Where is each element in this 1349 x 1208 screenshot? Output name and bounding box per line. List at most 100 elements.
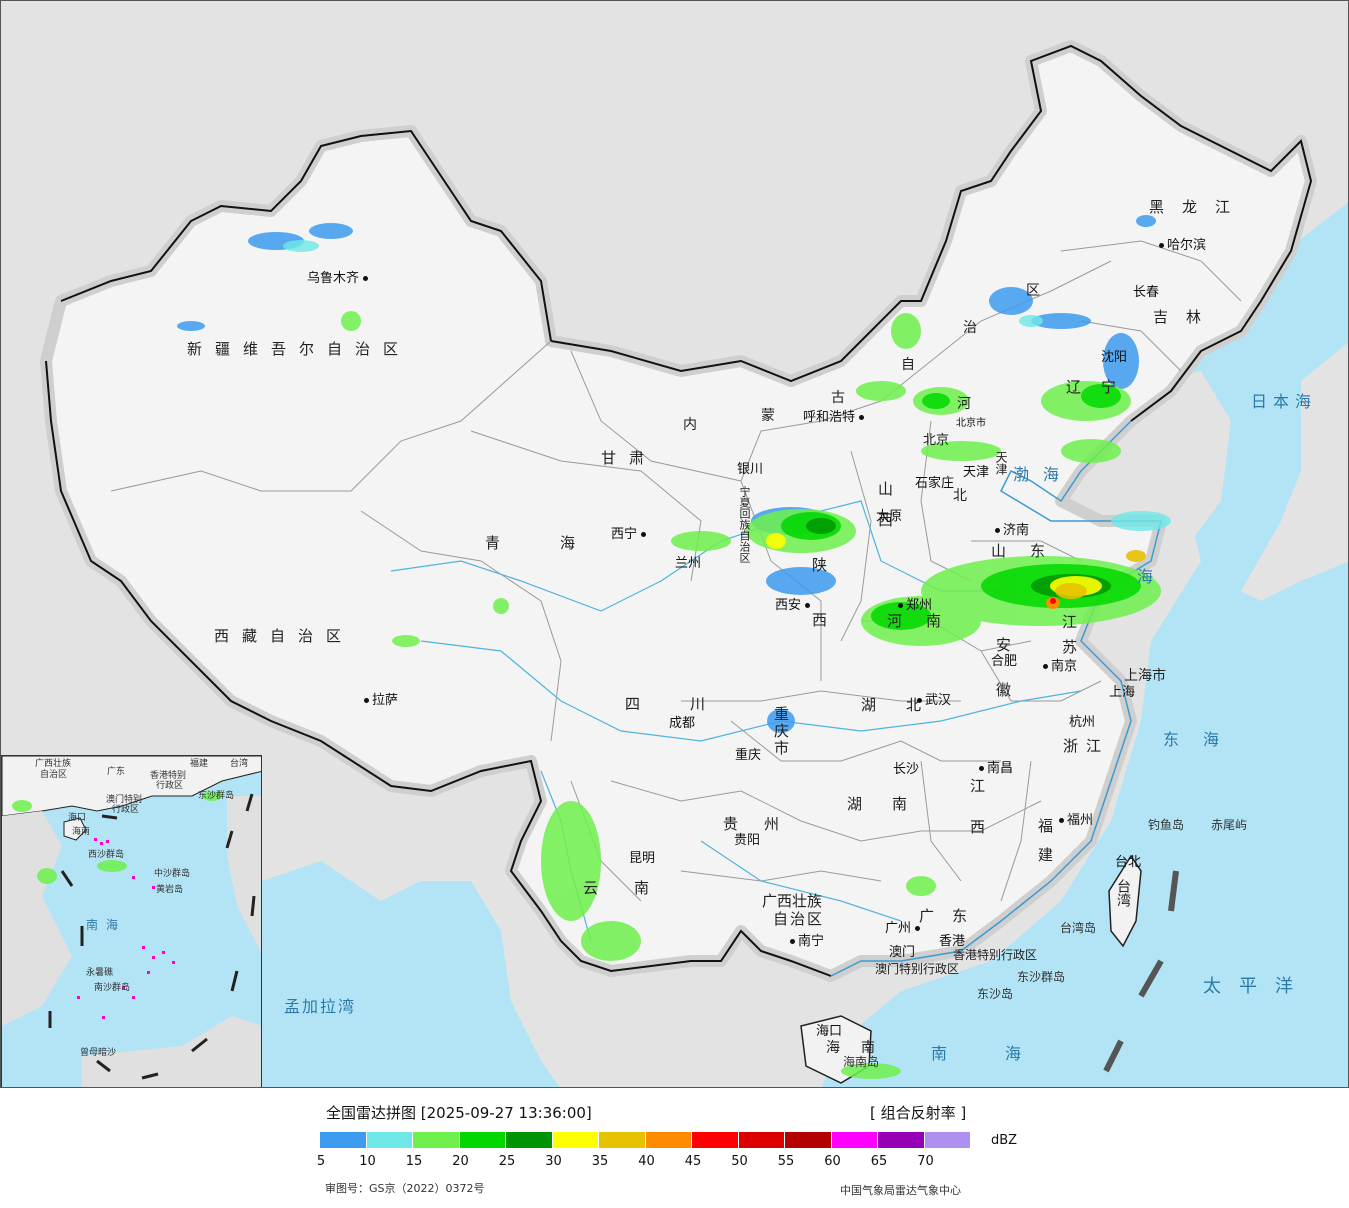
city-wuhan[interactable]: 武汉: [917, 694, 951, 707]
province-jilin: 吉林: [1153, 308, 1220, 326]
sea-japan: 日本海: [1251, 392, 1318, 411]
legend-tick-55: 55: [777, 1154, 795, 1169]
legend-tick-15: 15: [405, 1154, 423, 1169]
city-beijing[interactable]: 北京市: [956, 418, 986, 429]
inset-xisha: 西沙群岛: [88, 850, 125, 860]
city-chongqing[interactable]: 重庆: [735, 748, 762, 763]
inset-hainan: 海南: [72, 827, 91, 837]
city-nanning[interactable]: 南宁: [790, 935, 824, 948]
province-hainan-char2: 南: [861, 1040, 875, 1056]
city-shijiazhuang[interactable]: 石家庄: [915, 476, 955, 491]
city-lanzhou[interactable]: 兰州: [675, 556, 702, 571]
sea-huanghai: 海: [1137, 567, 1164, 586]
china-border-southwest: [45, 360, 832, 977]
province-zhejiang: 浙江: [1063, 737, 1110, 755]
city-macao[interactable]: 澳门: [889, 945, 916, 960]
city-taiyuan[interactable]: 太原: [876, 509, 903, 524]
legend-tick-20: 20: [452, 1154, 469, 1169]
province-neimenggu-char3: 古: [831, 390, 845, 406]
city-hongkong[interactable]: 香港: [939, 934, 966, 949]
legend-product: [ 组合反射率 ]: [870, 1104, 967, 1122]
legend-swatch-11: [831, 1132, 877, 1148]
inset-borneo: [82, 1016, 261, 1087]
province-qinghai: 青海: [485, 534, 636, 552]
city-shenyang[interactable]: 沈阳: [1101, 350, 1128, 365]
city-hohhot[interactable]: 呼和浩特: [803, 411, 867, 424]
city-tianjin[interactable]: 天津: [963, 465, 990, 480]
city-changchun[interactable]: 长春: [1133, 285, 1160, 300]
legend-panel: 全国雷达拼图 [2025-09-27 13:36:00] [ 组合反射率 ] 5…: [0, 1088, 1349, 1208]
map-approval-number: 审图号：GS京（2022）0372号: [325, 1182, 485, 1195]
radar-echoes: [177, 215, 1171, 1079]
legend-swatch-7: [645, 1132, 691, 1148]
legend-swatch-6: [599, 1132, 645, 1148]
province-shaanxi: 陕西: [810, 557, 828, 667]
city-urumqi[interactable]: 乌鲁木齐: [307, 272, 371, 285]
inset-echoes: [12, 791, 222, 884]
inset-macao-line2: 行政区: [112, 805, 140, 815]
city-taipei[interactable]: 台北: [1115, 855, 1142, 870]
city-nanjing[interactable]: 南京: [1043, 660, 1077, 673]
city-hangzhou[interactable]: 杭州: [1069, 715, 1096, 730]
province-jiangxi: 江西: [968, 778, 986, 860]
inset-dongsha: 东沙群岛: [198, 791, 235, 801]
city-xining[interactable]: 西宁: [611, 528, 649, 541]
inset-haikou: 海口: [68, 813, 87, 823]
city-shanghai[interactable]: 上海: [1109, 685, 1136, 700]
city-guangzhou[interactable]: 广州: [885, 922, 923, 935]
province-guangxi-line1: 广西壮族: [762, 892, 823, 910]
city-haikou[interactable]: 海口: [816, 1024, 843, 1039]
province-hubei: 湖北: [861, 696, 952, 714]
city-chengdu[interactable]: 成都: [669, 716, 696, 731]
legend-swatch-0: [320, 1132, 366, 1148]
city-fuzhou[interactable]: 福州: [1059, 814, 1093, 827]
city-kunming[interactable]: 昆明: [629, 851, 656, 866]
legend-tick-25: 25: [498, 1154, 516, 1169]
inset-taiwan: 台湾: [230, 759, 249, 769]
city-harbin[interactable]: 哈尔滨: [1159, 239, 1206, 252]
city-lhasa[interactable]: 拉萨: [364, 694, 398, 707]
province-shandong: 山东: [991, 542, 1070, 560]
radar-map[interactable]: 新疆维吾尔自治区 西藏自治区 青海 甘肃 内 蒙 古 自 治 区 黑龙江 吉林 …: [0, 0, 1349, 1088]
province-henan: 河南: [887, 612, 966, 630]
province-shanxi: 山西: [876, 481, 894, 543]
inset-macao-line1: 澳门特别: [106, 795, 143, 805]
city-hefei[interactable]: 合肥: [991, 654, 1018, 669]
city-xian[interactable]: 西安: [775, 599, 813, 612]
legend-tick-70: 70: [917, 1154, 934, 1169]
inset-nansha: 南沙群岛: [94, 983, 131, 993]
province-neimenggu-char1: 内: [683, 417, 697, 433]
island-chiwei: 赤尾屿: [1211, 818, 1248, 832]
inset-zhongsha: 中沙群岛: [154, 869, 191, 879]
province-yunnan: 云南: [583, 879, 686, 897]
sea-bengal: 孟加拉湾: [284, 997, 357, 1016]
province-heilongjiang: 黑龙江: [1149, 198, 1249, 216]
legend-tick-30: 30: [545, 1154, 562, 1169]
province-shanghai: 上海市: [1124, 668, 1166, 684]
legend-ticks: 5 10 15 20 25 30 35 40 45 50 55 60 65 70: [306, 1154, 946, 1172]
china-border-line: [60, 44, 1313, 422]
city-guiyang[interactable]: 贵阳: [734, 833, 761, 848]
city-nanchang[interactable]: 南昌: [979, 762, 1013, 775]
province-ningxia: 宁夏回族自治区: [738, 486, 751, 563]
japan-land: [1241, 342, 1348, 601]
inset-canvas: [2, 756, 261, 1087]
sea-east: 东海: [1163, 730, 1244, 749]
province-guangxi-line2: 自治区: [773, 910, 825, 928]
data-source: 中国气象局雷达气象中心: [840, 1184, 961, 1197]
inset-sea-label: 南海: [86, 918, 127, 932]
inset-guangxi-line2: 自治区: [40, 770, 68, 780]
island-hainan: 海南岛: [843, 1055, 880, 1069]
city-zhengzhou[interactable]: 郑州: [898, 599, 932, 612]
legend-swatch-5: [552, 1132, 598, 1148]
city-jinan[interactable]: 济南: [995, 524, 1029, 537]
sea-bohai: 渤海: [1013, 465, 1074, 484]
province-taiwan: 台湾: [1115, 879, 1131, 907]
province-neimenggu-char6: 区: [1026, 283, 1040, 299]
legend-tick-5: 5: [316, 1154, 326, 1169]
city-yinchuan[interactable]: 银川: [737, 462, 764, 477]
legend-tick-45: 45: [684, 1154, 702, 1169]
city-changsha[interactable]: 长沙: [893, 762, 920, 777]
inset-guangxi-line1: 广西壮族: [35, 759, 72, 769]
inset-fujian: 福建: [190, 759, 209, 769]
